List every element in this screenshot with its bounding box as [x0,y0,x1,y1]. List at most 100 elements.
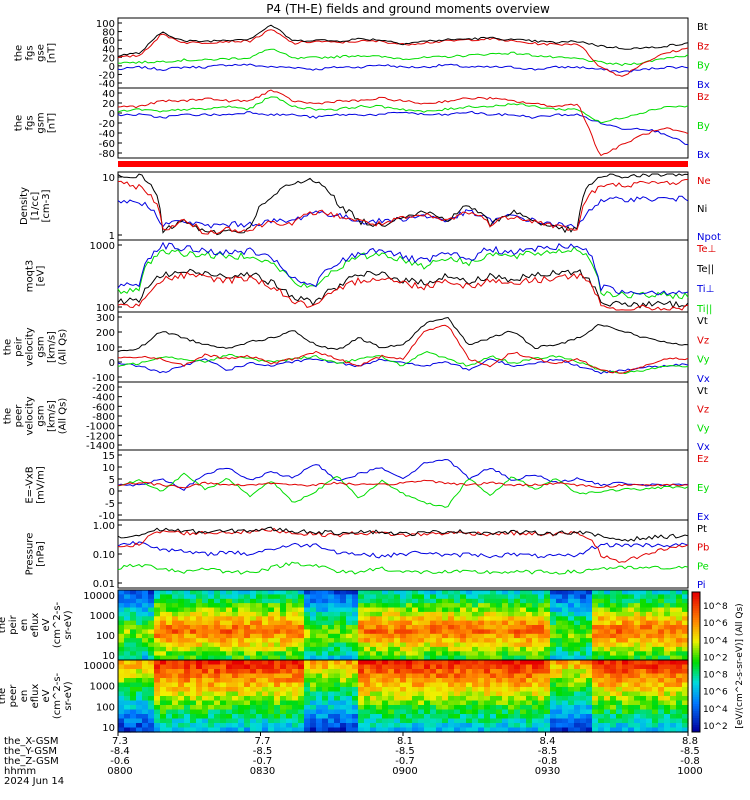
spectrogram-cell [196,682,203,688]
spectrogram-cell [652,691,659,697]
y-tick-label: 200 [96,328,115,339]
spectrogram-cell [604,678,611,684]
spectrogram-cell [148,673,155,679]
spectrogram-cell [226,611,233,617]
colorbar-swatch [692,692,700,696]
spectrogram-cell [166,603,173,609]
spectrogram-cell [490,669,497,675]
spectrogram-cell [340,633,347,639]
spectrogram-cell [640,714,647,720]
spectrogram-cell [472,660,479,666]
spectrogram-cell [184,682,191,688]
spectrogram-cell [262,700,269,706]
spectrogram-cell [604,616,611,622]
spectrogram-cell [670,616,677,622]
spectrogram-cell [502,638,509,644]
colorbar-swatch [692,655,700,658]
spectrogram-cell [280,723,287,729]
spectrogram-cell [520,673,527,679]
spectrogram-cell [682,625,689,630]
spectrogram-cell [268,594,275,600]
spectrogram-cell [652,590,659,595]
spectrogram-cell [394,616,401,622]
spectrogram-cell [352,594,359,600]
spectrogram-cell [556,620,563,626]
spectrogram-cell [586,594,593,600]
spectrogram-cell [136,638,143,644]
y-tick-label: -40 [99,79,115,90]
spectrogram-cell [676,700,683,706]
spectrogram-cell [622,687,629,693]
spectrogram-cell [466,687,473,693]
spectrogram-cell [580,629,587,635]
spectrogram-cell [280,700,287,706]
spectrogram-cell [544,700,551,706]
spectrogram-cell [454,664,461,670]
spectrogram-cell [238,607,245,613]
legend-Ti⊥: Ti⊥ [696,284,714,295]
spectrogram-cell [454,669,461,675]
spectrogram-cell [532,646,539,652]
spectrogram-cell [412,700,419,706]
spectrogram-cell [232,705,239,711]
spectrogram-cell [142,660,149,666]
spectrogram-cell [142,696,149,702]
spectrogram-cell [556,655,563,661]
spectrogram-cell [280,598,287,604]
spectrogram-cell [664,687,671,693]
time-axis-row-label: the_Y-GSM [4,746,57,757]
spectrogram-cell [586,616,593,622]
spectrogram-cell [358,660,365,666]
spectrogram-cell [328,709,335,715]
spectrogram-cell [220,664,227,670]
spectrogram-cell [250,687,257,693]
spectrogram-cell [274,687,281,693]
spectrogram-cell [502,705,509,711]
spectrogram-cell [526,700,533,706]
spectrogram-cell [166,590,173,595]
spectrogram-cell [628,673,635,679]
spectrogram-cell [190,678,197,684]
spectrogram-cell [532,714,539,720]
spectrogram-cell [328,691,335,697]
spectrogram-cell [550,611,557,617]
spectrogram-cell [286,611,293,617]
series-line-Vx [117,358,689,375]
spectrogram-cell [286,642,293,648]
spectrogram-cell [526,607,533,613]
spectrogram-cell [400,714,407,720]
spectrogram-cell [466,625,473,630]
spectrogram-cell [616,638,623,644]
spectrogram-cell [580,678,587,684]
spectrogram-cell [478,678,485,684]
spectrogram-cell [598,678,605,684]
spectrogram-cell [466,678,473,684]
spectrogram-cell [580,669,587,675]
spectrogram-cell [580,590,587,595]
spectrogram-cell [604,620,611,626]
series-line-Ez [117,479,689,489]
spectrogram-cell [430,655,437,661]
spectrogram-cell [592,687,599,693]
spectrogram-cell [280,673,287,679]
spectrogram-cell [262,687,269,693]
spectrogram-cell [202,629,209,635]
spectrogram-cell [250,646,257,652]
spectrogram-cell [580,687,587,693]
spectrogram-cell [250,660,257,666]
spectrogram-cell [646,673,653,679]
spectrogram-cell [622,590,629,595]
spectrogram-cell [622,611,629,617]
spectrogram-cell [160,616,167,622]
spectrogram-cell [424,633,431,639]
spectrogram-cell [304,723,311,729]
spectrogram-cell [358,625,365,630]
spectrogram-cell [652,682,659,688]
spectrogram-cell [346,638,353,644]
spectrogram-cell [370,616,377,622]
spectrogram-cell [640,603,647,609]
spectrogram-cell [178,598,185,604]
spectrogram-cell [376,616,383,622]
panel-frame [117,311,689,383]
spectrogram-cell [328,598,335,604]
